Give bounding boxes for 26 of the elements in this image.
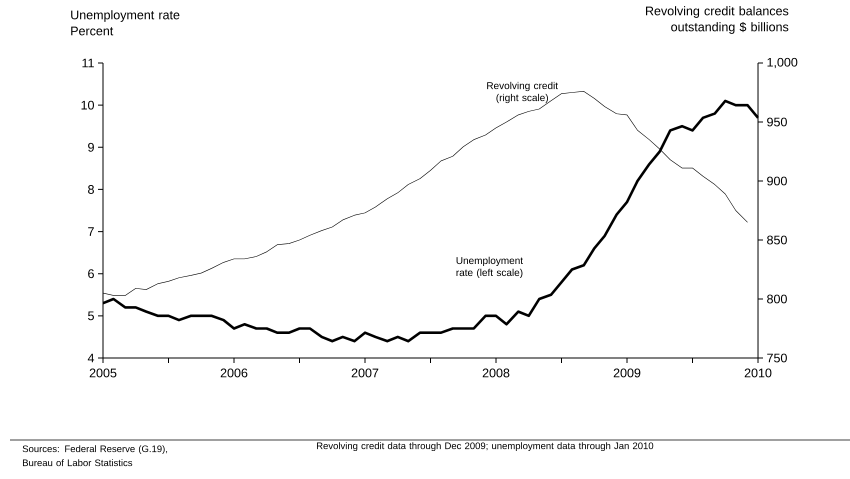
- x-tick-label: 2006: [220, 368, 248, 378]
- x-tick-label: 2005: [90, 368, 116, 378]
- x-tick-label: 2010: [744, 368, 772, 378]
- y-axis-title: Unemployment rate Percent: [71, 10, 180, 36]
- y2-tick-label: 950: [767, 118, 787, 126]
- y-tick-label: 9: [88, 142, 94, 152]
- y2-tick-label: 1,000: [768, 58, 798, 68]
- y-tick-label: 4: [88, 354, 94, 362]
- y-tick-label: 7: [88, 227, 94, 236]
- x-tick-label: 2009: [614, 368, 640, 378]
- text: Unemployment rate (left scale): [456, 256, 524, 278]
- x-tick-label: 2007: [352, 368, 378, 378]
- y-tick-label: 8: [88, 185, 94, 194]
- y2-tick-label: 750: [767, 354, 787, 362]
- y-tick-label: 10: [82, 100, 94, 110]
- x-tick-label: 2008: [482, 368, 510, 378]
- y-tick-label: 5: [88, 312, 94, 320]
- y-tick-label: 11: [82, 58, 94, 68]
- y2-tick-label: 800: [767, 294, 787, 304]
- y-tick-label: 6: [88, 269, 94, 278]
- y2-tick-label: 900: [767, 176, 787, 186]
- y2-tick-label: 850: [767, 236, 787, 244]
- text: Revolving credit data through Dec 2009; unemployment data through Jan 2010: [316, 442, 654, 452]
- y2-axis-title: Revolving credit balances outstanding $ billions: [646, 6, 788, 34]
- series-label: Revolving credit (right scale): [487, 82, 558, 104]
- source-note: Sources: Federal Reserve (G.19), Bureau of Labor Statistics: [22, 445, 168, 466]
